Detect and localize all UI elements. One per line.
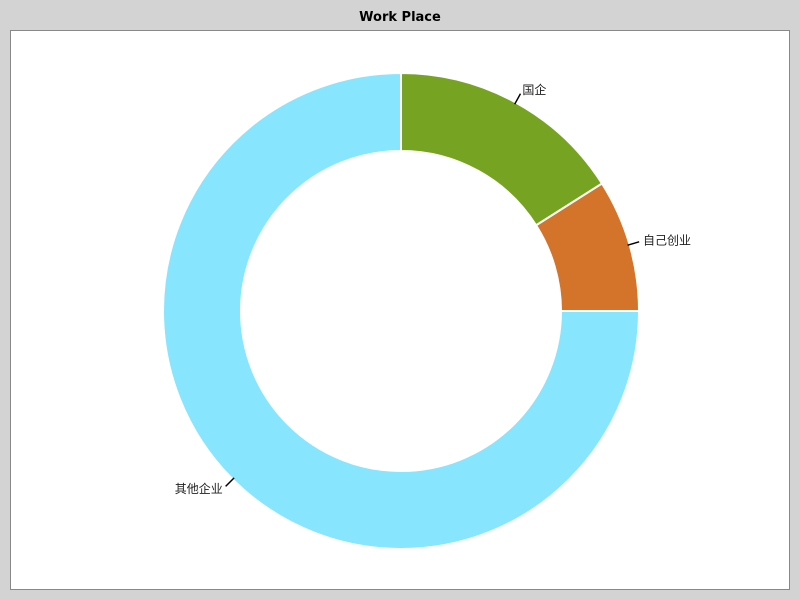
slice-leader-line xyxy=(627,241,640,246)
pie-slice xyxy=(400,71,604,227)
slice-label: 其他企业 xyxy=(175,481,223,496)
slice-label: 自己创业 xyxy=(643,234,691,248)
slice-leader-line xyxy=(514,93,522,105)
donut-chart: 其他企业 自己创业 国企 xyxy=(162,71,691,550)
pie-slice xyxy=(162,71,641,550)
plot-area: 其他企业 自己创业 国企 xyxy=(10,30,790,590)
chart-title: Work Place xyxy=(359,10,441,25)
slice-label: 国企 xyxy=(522,82,546,97)
slice-leader-line xyxy=(225,477,235,487)
